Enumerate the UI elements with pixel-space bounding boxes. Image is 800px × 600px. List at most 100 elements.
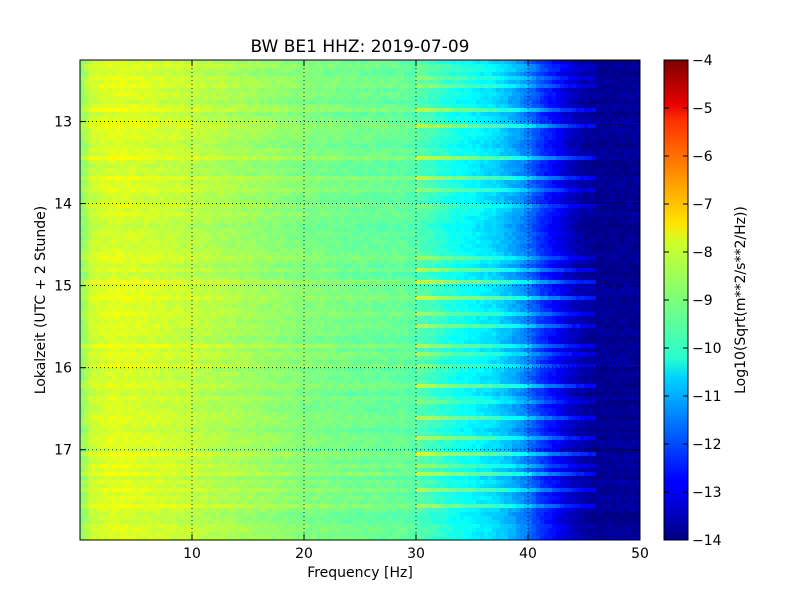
spectrogram-cell <box>296 152 301 157</box>
spectrogram-cell <box>232 60 237 65</box>
spectrogram-cell <box>232 160 237 165</box>
spectrogram-cell <box>180 200 185 205</box>
spectrogram-cell <box>308 132 313 137</box>
spectrogram-cell <box>528 60 533 65</box>
spectrogram-cell <box>564 160 569 165</box>
spectrogram-cell <box>464 176 469 181</box>
spectrogram-cell <box>332 160 337 165</box>
spectrogram-cell <box>588 188 593 193</box>
spectrogram-cell <box>460 156 465 161</box>
spectrogram-cell <box>564 164 569 169</box>
spectrogram-cell <box>412 120 417 125</box>
spectrogram-cell <box>580 172 585 177</box>
spectrogram-cell <box>84 92 89 97</box>
spectrogram-cell <box>80 148 85 153</box>
spectrogram-cell <box>108 60 113 65</box>
spectrogram-cell <box>328 156 333 161</box>
spectrogram-cell <box>596 160 601 165</box>
spectrogram-cell <box>228 72 233 77</box>
spectrogram-cell <box>384 124 389 129</box>
spectrogram-cell <box>572 144 577 149</box>
spectrogram-cell <box>96 124 101 129</box>
spectrogram-cell <box>96 140 101 145</box>
spectrogram-cell <box>276 144 281 149</box>
spectrogram-cell <box>124 180 129 185</box>
spectrogram-cell <box>604 60 609 65</box>
spectrogram-cell <box>568 92 573 97</box>
spectrogram-cell <box>252 128 257 133</box>
spectrogram-cell <box>604 128 609 133</box>
spectrogram-cell <box>276 164 281 169</box>
spectrogram-cell <box>96 60 101 65</box>
spectrogram-cell <box>564 60 569 65</box>
spectrogram-cell <box>308 136 313 141</box>
spectrogram-cell <box>328 64 333 69</box>
spectrogram-cell <box>216 120 221 125</box>
spectrogram-cell <box>520 84 525 89</box>
spectrogram-cell <box>460 96 465 101</box>
spectrogram-cell <box>224 76 229 81</box>
spectrogram-cell <box>324 108 329 113</box>
spectrogram-cell <box>436 152 441 157</box>
spectrogram-cell <box>604 188 609 193</box>
spectrogram-cell <box>324 140 329 145</box>
spectrogram-cell <box>136 192 141 197</box>
spectrogram-cell <box>580 164 585 169</box>
spectrogram-cell <box>148 192 153 197</box>
spectrogram-cell <box>384 188 389 193</box>
spectrogram-cell <box>256 140 261 145</box>
spectrogram-cell <box>292 184 297 189</box>
spectrogram-cell <box>340 116 345 121</box>
spectrogram-cell <box>272 164 277 169</box>
spectrogram-cell <box>396 128 401 133</box>
spectrogram-cell <box>576 168 581 173</box>
spectrogram-cell <box>244 120 249 125</box>
spectrogram-cell <box>452 184 457 189</box>
spectrogram-cell <box>280 184 285 189</box>
spectrogram-cell <box>164 200 169 205</box>
spectrogram-cell <box>612 72 617 77</box>
spectrogram-cell <box>256 112 261 117</box>
spectrogram-cell <box>116 200 121 205</box>
spectrogram-cell <box>312 84 317 89</box>
spectrogram-cell <box>116 180 121 185</box>
spectrogram-cell <box>168 120 173 125</box>
spectrogram-cell <box>480 116 485 121</box>
spectrogram-cell <box>512 192 517 197</box>
spectrogram-cell <box>564 128 569 133</box>
spectrogram-cell <box>84 132 89 137</box>
spectrogram-cell <box>596 156 601 161</box>
spectrogram-cell <box>516 188 521 193</box>
spectrogram-cell <box>404 120 409 125</box>
spectrogram-cell <box>248 168 253 173</box>
spectrogram-cell <box>268 144 273 149</box>
spectrogram-cell <box>292 124 297 129</box>
spectrogram-cell <box>404 88 409 93</box>
spectrogram-cell <box>488 184 493 189</box>
spectrogram-cell <box>320 88 325 93</box>
spectrogram-cell <box>96 164 101 169</box>
spectrogram-cell <box>364 92 369 97</box>
spectrogram-cell <box>448 60 453 65</box>
spectrogram-cell <box>580 80 585 85</box>
spectrogram-cell <box>312 164 317 169</box>
spectrogram-cell <box>324 200 329 205</box>
spectrogram-cell <box>112 184 117 189</box>
spectrogram-cell <box>320 64 325 69</box>
spectrogram-cell <box>536 84 541 89</box>
spectrogram-cell <box>156 84 161 89</box>
spectrogram-cell <box>568 196 573 201</box>
spectrogram-cell <box>316 132 321 137</box>
spectrogram-cell <box>240 200 245 205</box>
spectrogram-cell <box>208 64 213 69</box>
spectrogram-cell <box>468 144 473 149</box>
spectrogram-cell <box>484 60 489 65</box>
spectrogram-cell <box>260 168 265 173</box>
spectrogram-cell <box>544 72 549 77</box>
spectrogram-cell <box>144 72 149 77</box>
spectrogram-cell <box>364 200 369 205</box>
spectrogram-cell <box>120 104 125 109</box>
spectrogram-cell <box>352 76 357 81</box>
spectrogram-cell <box>224 100 229 105</box>
spectrogram-cell <box>112 68 117 73</box>
